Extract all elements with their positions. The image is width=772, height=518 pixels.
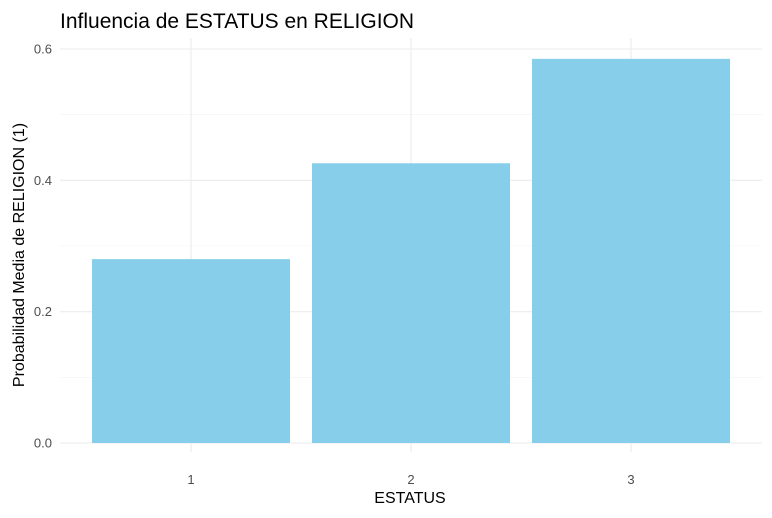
x-tick-label: 1 xyxy=(187,472,194,487)
y-tick-label: 0.4 xyxy=(34,173,52,188)
x-tick-label: 2 xyxy=(407,472,414,487)
bar-2 xyxy=(312,163,510,443)
y-tick-label: 0.6 xyxy=(34,42,52,57)
y-tick-label: 0.2 xyxy=(34,304,52,319)
x-axis-tick-labels: 1 2 3 xyxy=(187,472,634,487)
bar-1 xyxy=(92,259,290,443)
chart-title: Influencia de ESTATUS en RELIGION xyxy=(60,10,414,33)
bar-3 xyxy=(532,58,730,443)
bars xyxy=(92,58,730,443)
y-axis-tick-labels: 0.0 0.2 0.4 0.6 xyxy=(34,42,52,451)
y-axis-title: Probabilidad Media de RELIGION (1) xyxy=(11,123,28,387)
x-axis-title: ESTATUS xyxy=(374,490,445,507)
y-tick-label: 0.0 xyxy=(34,436,52,451)
x-tick-label: 3 xyxy=(627,472,634,487)
